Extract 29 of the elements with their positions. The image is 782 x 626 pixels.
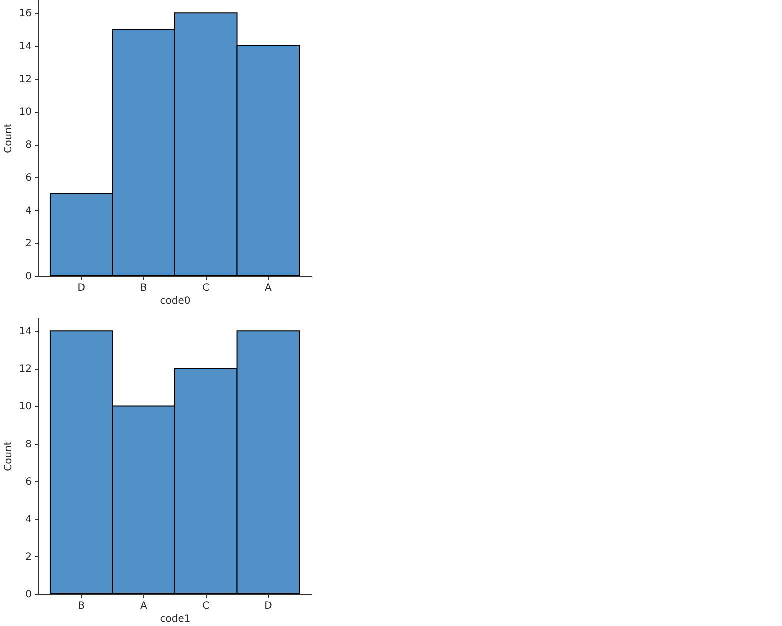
y-tick-label: 2: [26, 238, 32, 250]
x-tick-label: C: [202, 601, 210, 612]
y-tick-label: 0: [26, 590, 32, 600]
y-tick-label: 0: [26, 272, 32, 282]
x-tick-label: C: [202, 283, 210, 294]
y-axis-title: Count: [3, 442, 14, 472]
y-tick-label: 6: [26, 172, 32, 184]
x-axis-title: code0: [160, 296, 191, 307]
y-tick-label: 6: [26, 476, 32, 488]
y-tick-label: 2: [26, 552, 32, 563]
y-tick-label: 8: [26, 140, 32, 152]
y-tick-label: 16: [19, 8, 32, 20]
x-tick-label: B: [78, 601, 86, 612]
x-tick-label: A: [140, 601, 148, 612]
y-tick-label: 14: [19, 42, 32, 52]
x-tick-label: B: [140, 283, 148, 294]
y-tick-label: 4: [26, 514, 32, 526]
y-tick-label: 4: [26, 206, 32, 217]
y-tick-label: 12: [19, 74, 32, 86]
y-tick-label: 10: [19, 107, 32, 118]
y-tick-label: 10: [19, 402, 32, 413]
x-tick-label: D: [78, 283, 86, 294]
y-tick-label: 12: [19, 364, 32, 376]
y-tick-label: 14: [19, 326, 32, 338]
x-tick-label: A: [264, 283, 272, 294]
x-tick-label: D: [264, 601, 273, 612]
y-tick-label: 8: [26, 439, 32, 450]
y-axis-title: Count: [3, 124, 14, 154]
x-axis-title: code1: [160, 614, 191, 625]
